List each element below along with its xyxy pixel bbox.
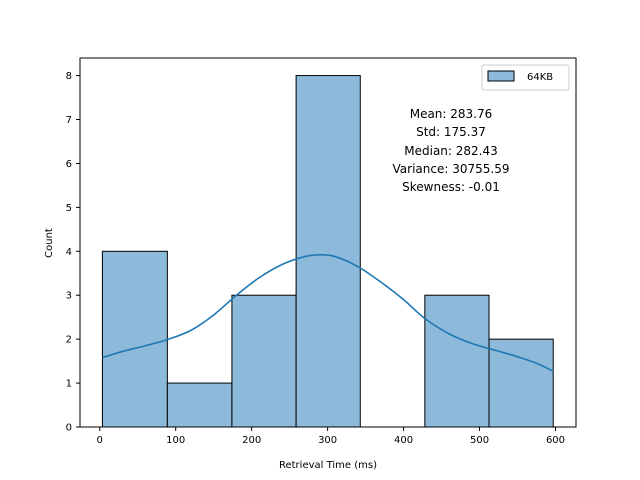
stat-median: Median: 282.43 [404,144,498,158]
y-tick-label: 2 [66,335,72,346]
x-tick-label: 100 [166,435,185,446]
x-tick-label: 200 [242,435,261,446]
histogram-bar [101,250,168,428]
histogram-bar [295,75,361,428]
histogram-bar [166,382,233,428]
y-tick-label: 1 [66,379,72,390]
y-tick-label: 8 [66,71,72,82]
histogram-bar [488,338,554,428]
legend-swatch [487,70,515,82]
legend-label: 64KB [527,72,553,83]
histogram-bar [424,294,490,428]
stat-skewness: Skewness: -0.01 [402,180,500,194]
y-ticks-group: 0 1 2 3 4 5 6 7 8 [66,71,80,434]
y-tick-label: 0 [66,423,72,434]
x-tick-label: 0 [97,435,103,446]
stats-annotation: Mean: 283.76 Std: 175.37 Median: 282.43 … [393,107,510,194]
bars-group [101,75,554,428]
x-ticks-group: 0 100 200 300 400 500 600 [97,427,565,446]
stat-std: Std: 175.37 [416,125,486,139]
y-tick-label: 6 [66,159,72,170]
y-tick-label: 7 [66,115,72,126]
y-axis-label: Count [44,228,55,258]
x-tick-label: 600 [546,435,565,446]
x-tick-label: 400 [394,435,413,446]
kde-group [102,253,554,372]
stat-variance: Variance: 30755.59 [393,162,510,176]
y-tick-label: 5 [66,203,72,214]
histogram-bar [231,294,297,428]
stat-mean: Mean: 283.76 [410,107,493,121]
x-axis-label: Retrieval Time (ms) [279,460,377,471]
y-tick-label: 4 [66,247,72,258]
kde-line [102,253,554,372]
y-tick-label: 3 [66,291,72,302]
x-tick-label: 300 [318,435,337,446]
x-tick-label: 500 [470,435,489,446]
legend: 64KB [481,64,570,91]
